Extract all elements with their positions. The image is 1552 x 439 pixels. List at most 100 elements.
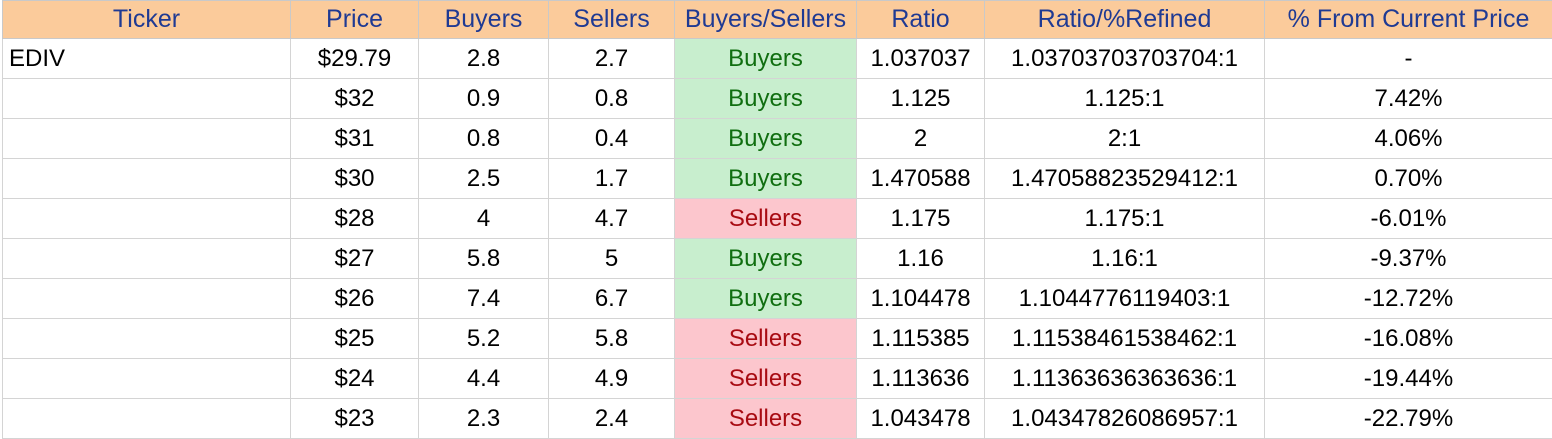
cell-buyers[interactable]: 7.4 bbox=[419, 279, 549, 319]
cell-pct-from-current[interactable]: 0.70% bbox=[1265, 159, 1552, 199]
cell-ratio[interactable]: 1.175 bbox=[857, 199, 985, 239]
cell-ratio-refined[interactable]: 1.175:1 bbox=[985, 199, 1265, 239]
cell-buyers[interactable]: 2.8 bbox=[419, 39, 549, 79]
cell-ratio-refined[interactable]: 1.125:1 bbox=[985, 79, 1265, 119]
cell-buyers-sellers[interactable]: Buyers bbox=[675, 159, 857, 199]
cell-ratio-refined[interactable]: 1.11363636363636:1 bbox=[985, 359, 1265, 399]
cell-sellers[interactable]: 4.7 bbox=[549, 199, 675, 239]
header-ratio-refined[interactable]: Ratio/%Refined bbox=[985, 1, 1265, 39]
header-row: Ticker Price Buyers Sellers Buyers/Selle… bbox=[3, 1, 1552, 39]
cell-ratio-refined[interactable]: 1.47058823529412:1 bbox=[985, 159, 1265, 199]
cell-sellers[interactable]: 1.7 bbox=[549, 159, 675, 199]
cell-pct-from-current[interactable]: -12.72% bbox=[1265, 279, 1552, 319]
cell-buyers-sellers[interactable]: Sellers bbox=[675, 319, 857, 359]
cell-sellers[interactable]: 2.7 bbox=[549, 39, 675, 79]
cell-buyers[interactable]: 4 bbox=[419, 199, 549, 239]
cell-buyers[interactable]: 0.8 bbox=[419, 119, 549, 159]
cell-sellers[interactable]: 4.9 bbox=[549, 359, 675, 399]
cell-price[interactable]: $25 bbox=[291, 319, 419, 359]
cell-buyers[interactable]: 2.3 bbox=[419, 399, 549, 439]
cell-sellers[interactable]: 2.4 bbox=[549, 399, 675, 439]
cell-ratio-refined[interactable]: 2:1 bbox=[985, 119, 1265, 159]
cell-buyers-sellers[interactable]: Buyers bbox=[675, 279, 857, 319]
cell-ratio[interactable]: 1.037037 bbox=[857, 39, 985, 79]
header-ticker[interactable]: Ticker bbox=[3, 1, 291, 39]
cell-pct-from-current[interactable]: -19.44% bbox=[1265, 359, 1552, 399]
cell-price[interactable]: $26 bbox=[291, 279, 419, 319]
cell-ratio[interactable]: 1.113636 bbox=[857, 359, 985, 399]
cell-pct-from-current[interactable]: -16.08% bbox=[1265, 319, 1552, 359]
cell-price[interactable]: $31 bbox=[291, 119, 419, 159]
cell-ratio[interactable]: 2 bbox=[857, 119, 985, 159]
cell-ratio-refined[interactable]: 1.04347826086957:1 bbox=[985, 399, 1265, 439]
cell-ticker[interactable] bbox=[3, 279, 291, 319]
cell-buyers[interactable]: 5.8 bbox=[419, 239, 549, 279]
cell-sellers[interactable]: 0.8 bbox=[549, 79, 675, 119]
cell-buyers-sellers[interactable]: Sellers bbox=[675, 399, 857, 439]
cell-sellers[interactable]: 0.4 bbox=[549, 119, 675, 159]
cell-price[interactable]: $32 bbox=[291, 79, 419, 119]
cell-ratio[interactable]: 1.470588 bbox=[857, 159, 985, 199]
cell-sellers[interactable]: 6.7 bbox=[549, 279, 675, 319]
cell-buyers-sellers[interactable]: Sellers bbox=[675, 199, 857, 239]
header-pct-from-current[interactable]: % From Current Price bbox=[1265, 1, 1552, 39]
cell-ticker[interactable] bbox=[3, 359, 291, 399]
cell-ratio[interactable]: 1.16 bbox=[857, 239, 985, 279]
cell-ticker[interactable] bbox=[3, 119, 291, 159]
cell-ratio-refined[interactable]: 1.03703703703704:1 bbox=[985, 39, 1265, 79]
cell-pct-from-current[interactable]: 7.42% bbox=[1265, 79, 1552, 119]
cell-buyers-sellers[interactable]: Buyers bbox=[675, 39, 857, 79]
cell-buyers-sellers[interactable]: Sellers bbox=[675, 359, 857, 399]
cell-buyers[interactable]: 5.2 bbox=[419, 319, 549, 359]
cell-ratio[interactable]: 1.125 bbox=[857, 79, 985, 119]
cell-buyers[interactable]: 0.9 bbox=[419, 79, 549, 119]
cell-ticker[interactable] bbox=[3, 319, 291, 359]
cell-ratio[interactable]: 1.104478 bbox=[857, 279, 985, 319]
cell-ticker[interactable] bbox=[3, 399, 291, 439]
cell-pct-from-current[interactable]: -9.37% bbox=[1265, 239, 1552, 279]
cell-ticker[interactable]: EDIV bbox=[3, 39, 291, 79]
cell-sellers[interactable]: 5.8 bbox=[549, 319, 675, 359]
cell-buyers[interactable]: 2.5 bbox=[419, 159, 549, 199]
cell-buyers-sellers[interactable]: Buyers bbox=[675, 239, 857, 279]
cell-buyers-sellers[interactable]: Buyers bbox=[675, 119, 857, 159]
cell-pct-from-current[interactable]: 4.06% bbox=[1265, 119, 1552, 159]
cell-pct-from-current[interactable]: -6.01% bbox=[1265, 199, 1552, 239]
header-sellers[interactable]: Sellers bbox=[549, 1, 675, 39]
cell-ticker[interactable] bbox=[3, 159, 291, 199]
header-price[interactable]: Price bbox=[291, 1, 419, 39]
header-buyers[interactable]: Buyers bbox=[419, 1, 549, 39]
cell-price[interactable]: $29.79 bbox=[291, 39, 419, 79]
cell-buyers-sellers[interactable]: Buyers bbox=[675, 79, 857, 119]
cell-ticker[interactable] bbox=[3, 199, 291, 239]
cell-pct-from-current[interactable]: -22.79% bbox=[1265, 399, 1552, 439]
header-ratio[interactable]: Ratio bbox=[857, 1, 985, 39]
cell-ticker[interactable] bbox=[3, 79, 291, 119]
header-buyers-sellers[interactable]: Buyers/Sellers bbox=[675, 1, 857, 39]
cell-ratio-refined[interactable]: 1.1044776119403:1 bbox=[985, 279, 1265, 319]
cell-pct-from-current[interactable]: - bbox=[1265, 39, 1552, 79]
cell-ratio-refined[interactable]: 1.11538461538462:1 bbox=[985, 319, 1265, 359]
cell-buyers[interactable]: 4.4 bbox=[419, 359, 549, 399]
cell-price[interactable]: $27 bbox=[291, 239, 419, 279]
cell-ticker[interactable] bbox=[3, 239, 291, 279]
cell-ratio[interactable]: 1.115385 bbox=[857, 319, 985, 359]
cell-ratio-refined[interactable]: 1.16:1 bbox=[985, 239, 1265, 279]
cell-ratio[interactable]: 1.043478 bbox=[857, 399, 985, 439]
cell-price[interactable]: $23 bbox=[291, 399, 419, 439]
cell-price[interactable]: $24 bbox=[291, 359, 419, 399]
cell-price[interactable]: $28 bbox=[291, 199, 419, 239]
cell-sellers[interactable]: 5 bbox=[549, 239, 675, 279]
cell-price[interactable]: $30 bbox=[291, 159, 419, 199]
